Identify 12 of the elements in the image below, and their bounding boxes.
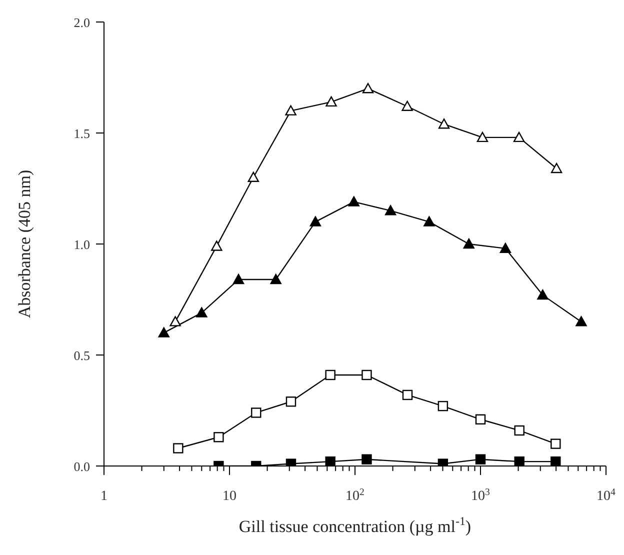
y-tick-label: 1.5	[74, 126, 90, 141]
y-tick-label: 0.0	[74, 459, 90, 474]
x-tick-label: 10$^{2}$	[346, 486, 365, 504]
x-tick-label: 10	[222, 489, 236, 504]
x-tick-label: 1	[100, 489, 108, 504]
x-tick-label: 10$^{4}$	[596, 486, 616, 504]
y-tick-label: 1.0	[74, 237, 90, 252]
y-tick-label: 0.5	[74, 348, 90, 363]
x-tick-label: 10$^{3}$	[471, 486, 490, 504]
y-tick-label: 2.0	[74, 15, 90, 30]
y-axis-title: Absorbance (405 nm)	[15, 170, 34, 318]
x-axis-title: Gill tissue concentration (µg ml$^{-1}$)	[238, 514, 472, 536]
